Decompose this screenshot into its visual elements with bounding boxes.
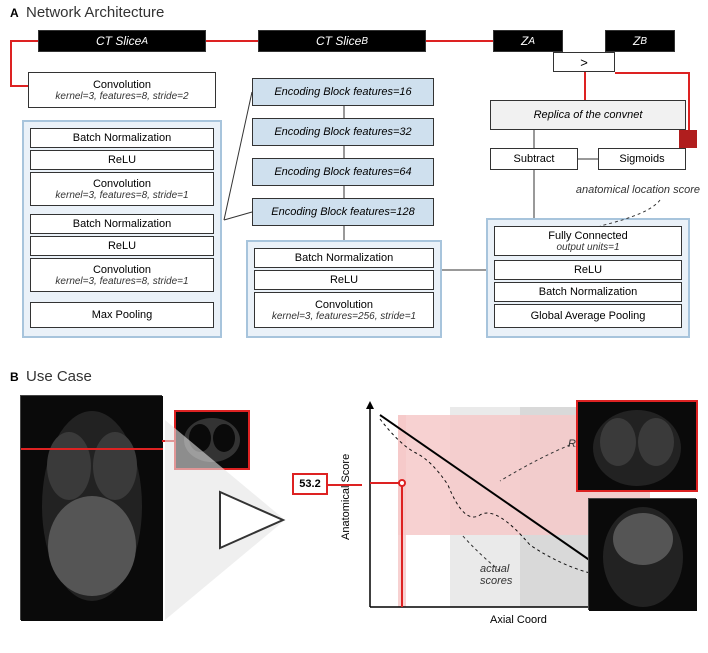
left-conv1: Convolution kernel=3, features=8, stride… [30,172,214,206]
fc-label: Fully Connected [548,230,628,242]
replica-block: Replica of the convnet [490,100,686,130]
red-to-square-h [615,72,689,74]
red-connector-b [426,40,493,42]
ct-slice-b-header: CT Slice B [258,30,426,52]
mid-relu: ReLU [254,270,434,290]
left-conv2: Convolution kernel=3, features=8, stride… [30,258,214,292]
mid-conv-label: Convolution [315,299,373,311]
ct-a-text: CT Slice [96,34,141,48]
enc-32: Encoding Block features=32 [252,118,434,146]
ylabel: Anatomical Score [340,454,352,540]
ct-right-bottom [588,498,696,610]
left-maxpool: Max Pooling [30,302,214,328]
ct-b-sup: B [361,36,368,47]
enc-64: Encoding Block features=64 [252,158,434,186]
red-connector-a2 [10,40,12,86]
ct-right-top [576,400,698,492]
red-to-square-v [688,72,690,130]
left-relu2: ReLU [30,236,214,256]
conv0-block: Convolution kernel=3, features=8, stride… [28,72,216,108]
sigmoid-block: Sigmoids [598,148,686,170]
zb-text: Z [633,34,640,48]
mid-conv-sub: kernel=3, features=256, stride=1 [272,311,416,322]
panel-b-label: B [10,370,19,384]
panel-b-title: Use Case [26,368,92,385]
mid-conv: Convolution kernel=3, features=256, stri… [254,292,434,328]
left-bn2: Batch Normalization [30,214,214,234]
conv0-sub: kernel=3, features=8, stride=2 [55,91,188,102]
als-annot: anatomical location score [570,184,700,196]
left-bn1: Batch Normalization [30,128,214,148]
red-connector-a3 [10,85,28,87]
enc-16: Encoding Block features=16 [252,78,434,106]
right-bn: Batch Normalization [494,282,682,302]
zb-sup: B [640,36,647,47]
za-sup: A [528,36,535,47]
actual-label: actual scores [480,563,540,587]
ct-coronal-left [20,395,162,620]
fc-block: Fully Connected output units=1 [494,226,682,256]
network-triangle [165,420,315,620]
panel-a-label: A [10,6,19,20]
fc-sub: output units=1 [556,242,619,253]
subtract-block: Subtract [490,148,578,170]
left-conv1-label: Convolution [93,178,151,190]
ct-slice-a-header: CT Slice A [38,30,206,52]
red-connector-mid [206,40,258,42]
mid-bn: Batch Normalization [254,248,434,268]
panel-a-title: Network Architecture [26,4,164,21]
z-b-header: Z B [605,30,675,52]
right-relu: ReLU [494,260,682,280]
ct-b-text: CT Slice [316,34,361,48]
z-a-header: Z A [493,30,563,52]
enc-128: Encoding Block features=128 [252,198,434,226]
conv0-label: Convolution [93,79,151,91]
red-connector-gt-down [584,72,586,100]
red-output-square [679,130,697,148]
right-gap: Global Average Pooling [494,304,682,328]
ct-coronal-svg [21,396,163,621]
left-conv2-sub: kernel=3, features=8, stride=1 [55,276,188,287]
red-connector-a1 [10,40,38,42]
left-conv2-label: Convolution [93,264,151,276]
greater-than-box: > [553,52,615,72]
score-box: 53.2 [292,473,328,495]
left-relu1: ReLU [30,150,214,170]
left-conv1-sub: kernel=3, features=8, stride=1 [55,190,188,201]
xlabel: Axial Coord [490,614,547,626]
ct-a-sup: A [141,36,148,47]
